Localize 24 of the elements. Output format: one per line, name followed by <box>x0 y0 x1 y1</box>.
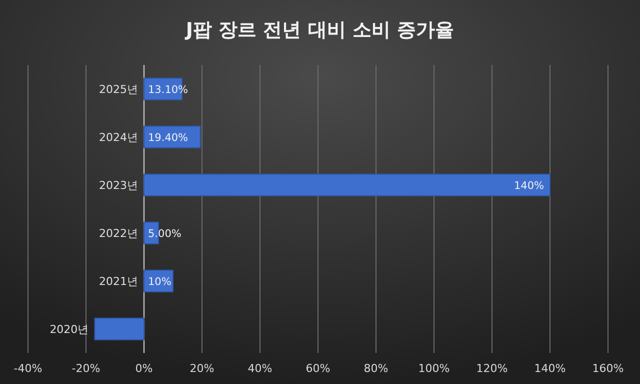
data-label: 19.40% <box>148 132 188 144</box>
y-tick-label: 2024년 <box>99 131 138 144</box>
x-tick-label: 120% <box>476 362 508 375</box>
y-tick-label: 2025년 <box>99 83 138 96</box>
bar <box>144 174 550 196</box>
x-tick-label: 80% <box>364 362 388 375</box>
x-tick-label: 20% <box>190 362 214 375</box>
x-tick-label: -40% <box>14 362 42 375</box>
y-tick-label: 2021년 <box>99 275 138 288</box>
y-tick-label: 2023년 <box>99 179 138 192</box>
y-tick-label: 2020년 <box>50 323 89 336</box>
x-tick-label: 160% <box>592 362 624 375</box>
x-tick-label: 40% <box>248 362 272 375</box>
x-tick-label: 100% <box>418 362 450 375</box>
bar <box>94 318 144 340</box>
data-label: 140% <box>514 180 544 192</box>
x-tick-label: 140% <box>534 362 566 375</box>
x-tick-label: 0% <box>135 362 153 375</box>
chart-title: J팝 장르 전년 대비 소비 증가율 <box>184 19 454 41</box>
data-label: 10% <box>148 276 172 288</box>
x-tick-label: 60% <box>306 362 330 375</box>
x-tick-label: -20% <box>72 362 100 375</box>
y-tick-label: 2022년 <box>99 227 138 240</box>
bar <box>144 126 201 148</box>
